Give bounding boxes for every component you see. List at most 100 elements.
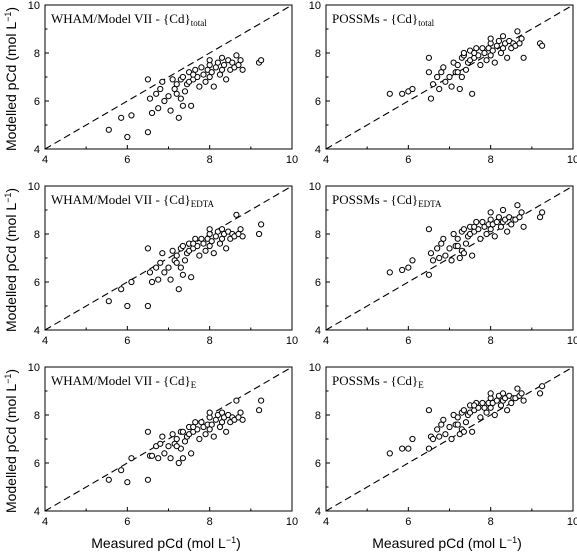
data-point: [179, 73, 187, 81]
data-point: [200, 240, 207, 247]
data-point: [173, 252, 180, 259]
data-point: [118, 114, 125, 121]
x-tick-label: 8: [488, 335, 494, 347]
data-point: [239, 66, 246, 73]
data-point: [477, 61, 484, 69]
data-point: [442, 431, 449, 438]
data-point: [499, 206, 507, 214]
data-point: [173, 443, 180, 450]
data-point: [483, 409, 490, 416]
data-point: [514, 385, 521, 392]
x-tick-label: 8: [207, 335, 213, 347]
data-point: [425, 407, 433, 414]
data-point: [167, 455, 174, 462]
data-point: [128, 278, 135, 286]
data-point: [518, 390, 525, 397]
y-tick-label: 6: [34, 277, 40, 289]
y-tick-label: 8: [34, 410, 40, 422]
data-point: [258, 397, 265, 404]
data-point: [196, 252, 203, 259]
y-tick-label: 4: [34, 325, 40, 337]
data-point: [514, 28, 521, 35]
data-point: [118, 286, 125, 293]
data-point: [188, 450, 195, 457]
data-point: [237, 226, 244, 233]
y-tick-label: 8: [34, 48, 40, 60]
x-tick-label: 8: [207, 154, 213, 166]
data-point: [255, 230, 263, 238]
data-point: [454, 235, 461, 242]
data-point: [446, 73, 453, 81]
data-point: [173, 90, 180, 97]
data-point: [436, 85, 443, 93]
data-point: [487, 35, 494, 42]
data-point: [153, 90, 160, 97]
x-tick-label: 10: [567, 516, 577, 528]
y-tick-label: 8: [315, 229, 321, 241]
panel-4: 4 6 8 10 4 6 8 10 POSSMs - {Cd}EDTA: [309, 181, 577, 347]
data-point: [440, 64, 447, 71]
data-point: [144, 428, 152, 435]
data-point: [399, 90, 406, 97]
data-point: [458, 73, 465, 81]
data-point: [233, 397, 240, 404]
panel-title: POSSMs - {Cd}E: [332, 373, 424, 390]
x-tick-label: 10: [286, 154, 298, 166]
data-point: [442, 252, 449, 259]
data-point: [146, 269, 154, 276]
y-tick-label: 8: [34, 229, 40, 241]
data-point: [487, 390, 494, 397]
data-point: [483, 230, 490, 238]
data-point: [208, 69, 215, 76]
data-point: [434, 426, 441, 433]
data-point: [491, 411, 498, 419]
data-point: [200, 71, 207, 78]
x-axis-label-col-1: Measured pCd (mol L−1): [91, 535, 241, 551]
y-tick-label: 10: [309, 181, 321, 193]
data-point: [536, 390, 544, 397]
data-point: [105, 476, 112, 483]
data-point: [208, 421, 215, 428]
data-point: [159, 433, 166, 440]
data-point: [436, 254, 443, 262]
data-point: [258, 221, 265, 228]
y-tick-label: 4: [315, 506, 321, 518]
x-axis-label-col-2: Measured pCd (mol L−1): [372, 535, 522, 551]
data-point: [188, 102, 195, 109]
data-point: [196, 435, 203, 443]
x-tick-label: 6: [124, 335, 130, 347]
data-point: [144, 245, 152, 252]
data-point: [436, 433, 443, 440]
data-point: [118, 467, 125, 474]
data-point: [499, 33, 507, 40]
data-point: [161, 450, 168, 457]
x-tick-label: 6: [405, 154, 411, 166]
data-point: [202, 431, 209, 438]
data-point: [425, 226, 433, 233]
data-point: [148, 109, 156, 117]
data-point: [218, 226, 226, 233]
data-point: [471, 402, 478, 409]
data-point: [198, 64, 205, 71]
data-point: [206, 226, 213, 233]
data-point: [448, 435, 455, 443]
data-point: [169, 76, 176, 83]
data-point: [177, 264, 184, 271]
data-point: [124, 479, 131, 486]
data-point: [427, 95, 435, 102]
one-to-one-line: [325, 185, 574, 331]
data-point: [190, 423, 197, 431]
y-tick-label: 6: [315, 458, 321, 470]
data-point: [454, 414, 461, 421]
data-point: [504, 54, 511, 61]
data-point: [218, 409, 226, 416]
data-point: [425, 54, 433, 61]
data-point: [462, 419, 470, 426]
data-point: [148, 452, 156, 459]
data-point: [399, 445, 406, 452]
data-point: [202, 247, 209, 254]
data-point: [520, 397, 527, 404]
data-point: [124, 302, 131, 310]
one-to-one-line: [44, 185, 293, 331]
data-point: [144, 76, 152, 83]
